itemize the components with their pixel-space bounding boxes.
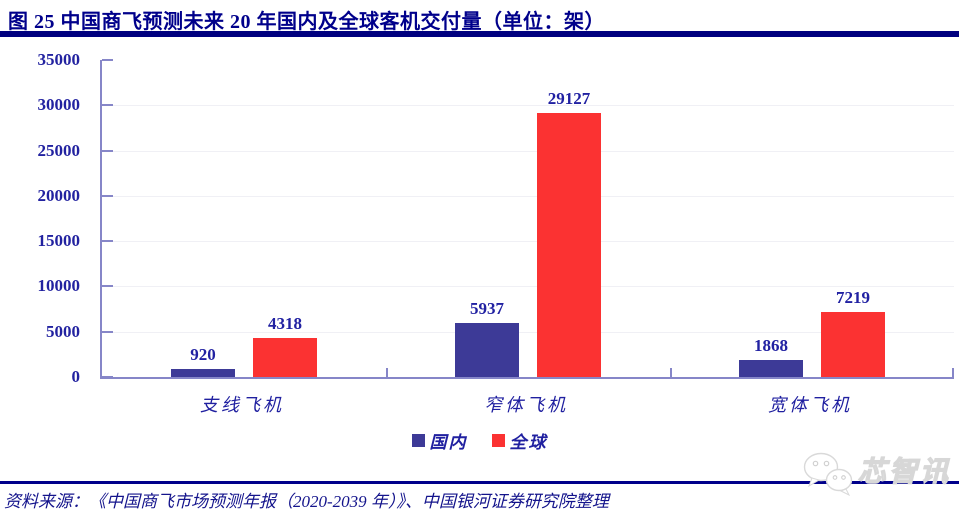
y-tick-label: 20000 bbox=[37, 185, 81, 205]
y-axis-labels: 0 5000 10000 15000 20000 25000 30000 35000 bbox=[0, 50, 81, 386]
y-axis-tick bbox=[102, 104, 113, 107]
bar-全球-窄体飞机 bbox=[537, 113, 601, 377]
bar-全球-宽体飞机 bbox=[821, 312, 885, 377]
watermark-text: 芯智讯 bbox=[857, 457, 951, 488]
y-axis-tick bbox=[102, 240, 113, 243]
bar-全球-支线飞机 bbox=[253, 338, 317, 377]
bar-value-label: 29127 bbox=[547, 89, 591, 108]
wechat-bubbles-icon bbox=[803, 452, 853, 496]
legend-item-国内: 国内 bbox=[411, 428, 468, 453]
y-axis-tick bbox=[102, 376, 113, 378]
legend-label: 全球 bbox=[509, 432, 548, 452]
gridline bbox=[102, 331, 954, 333]
x-axis-labels: 支线飞机 窄体飞机 宽体飞机 bbox=[100, 391, 952, 417]
category-label: 窄体飞机 bbox=[484, 395, 568, 415]
y-axis-tick bbox=[102, 330, 113, 333]
figure-title: 图 25 中国商飞预测未来 20 年国内及全球客机交付量（单位：架） bbox=[8, 11, 605, 33]
category-label: 支线飞机 bbox=[200, 395, 284, 415]
gridline bbox=[102, 286, 954, 288]
plot-area: 920 4318 5937 29127 1868 7219 bbox=[100, 59, 954, 379]
y-tick-label: 15000 bbox=[37, 231, 81, 251]
y-axis-tick bbox=[102, 285, 113, 288]
x-axis-tick bbox=[386, 368, 388, 377]
y-axis-tick bbox=[102, 59, 113, 61]
watermark: 芯智讯 bbox=[802, 447, 951, 499]
source-note: 资料来源：《中国商飞市场预测年报（2020-2039 年）》、中国银河证券研究院… bbox=[4, 492, 609, 511]
bar-国内-窄体飞机 bbox=[455, 323, 519, 377]
legend-swatch bbox=[491, 433, 505, 447]
y-tick-label: 0 bbox=[71, 367, 81, 386]
y-tick-label: 35000 bbox=[37, 50, 81, 69]
bar-value-label: 1868 bbox=[754, 336, 788, 355]
category-label: 宽体飞机 bbox=[768, 395, 852, 415]
bar-国内-支线飞机 bbox=[171, 369, 235, 377]
bar-国内-宽体飞机 bbox=[739, 360, 803, 377]
gridline bbox=[102, 195, 954, 197]
footer-divider bbox=[0, 481, 959, 484]
y-tick-label: 5000 bbox=[46, 321, 80, 341]
x-axis-tick bbox=[952, 368, 954, 377]
y-tick-label: 25000 bbox=[37, 140, 81, 160]
title-divider bbox=[0, 31, 959, 37]
bar-value-label: 920 bbox=[190, 345, 216, 364]
legend-label: 国内 bbox=[429, 432, 468, 452]
legend-swatch bbox=[411, 433, 425, 447]
bar-value-label: 5937 bbox=[470, 299, 504, 318]
legend-item-全球: 全球 bbox=[491, 428, 548, 453]
y-tick-label: 10000 bbox=[37, 276, 81, 296]
gridline bbox=[102, 105, 954, 107]
bar-value-label: 4318 bbox=[268, 314, 302, 333]
bar-value-label: 7219 bbox=[836, 288, 870, 307]
y-tick-label: 30000 bbox=[37, 95, 81, 115]
y-axis-tick bbox=[102, 194, 113, 197]
gridline bbox=[102, 241, 954, 243]
x-axis-tick bbox=[670, 368, 672, 377]
gridline bbox=[102, 150, 954, 152]
chart-legend: 国内 全球 bbox=[0, 428, 959, 453]
bar-chart: 0 5000 10000 15000 20000 25000 30000 35000 920 4… bbox=[0, 50, 959, 453]
y-axis-tick bbox=[102, 149, 113, 152]
